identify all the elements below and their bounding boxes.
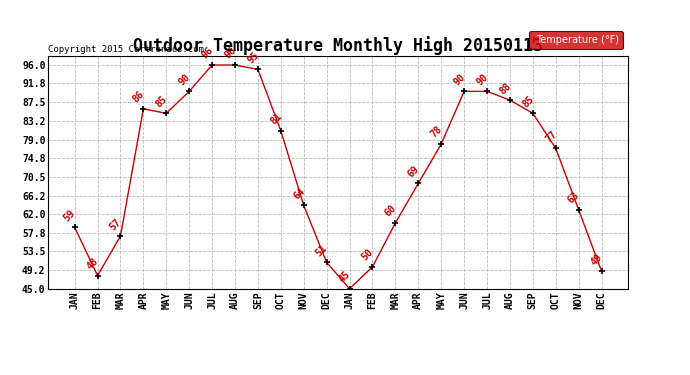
Text: 49: 49 [589,252,604,267]
Text: 63: 63 [566,190,582,206]
Text: 59: 59 [62,208,77,223]
Text: 85: 85 [520,94,535,109]
Text: 50: 50 [360,247,375,262]
Text: Copyright 2015 Cartronics.com: Copyright 2015 Cartronics.com [48,45,204,54]
Text: 78: 78 [428,124,444,140]
Text: 90: 90 [177,72,192,87]
Text: 45: 45 [337,269,353,285]
Text: 51: 51 [314,243,330,258]
Text: 77: 77 [543,129,559,144]
Text: 64: 64 [291,186,306,201]
Text: 57: 57 [108,216,124,232]
Text: 88: 88 [497,81,513,96]
Text: 95: 95 [246,50,261,65]
Text: 85: 85 [154,94,169,109]
Text: 90: 90 [475,72,490,87]
Text: 60: 60 [383,203,398,219]
Text: 90: 90 [451,72,467,87]
Title: Outdoor Temperature Monthly High 20150113: Outdoor Temperature Monthly High 2015011… [133,36,543,55]
Text: 96: 96 [199,45,215,61]
Legend: Temperature (°F): Temperature (°F) [529,31,623,49]
Text: 48: 48 [85,256,101,272]
Text: 81: 81 [268,111,284,127]
Text: 96: 96 [222,45,238,61]
Text: 86: 86 [131,89,146,105]
Text: 69: 69 [406,164,421,179]
